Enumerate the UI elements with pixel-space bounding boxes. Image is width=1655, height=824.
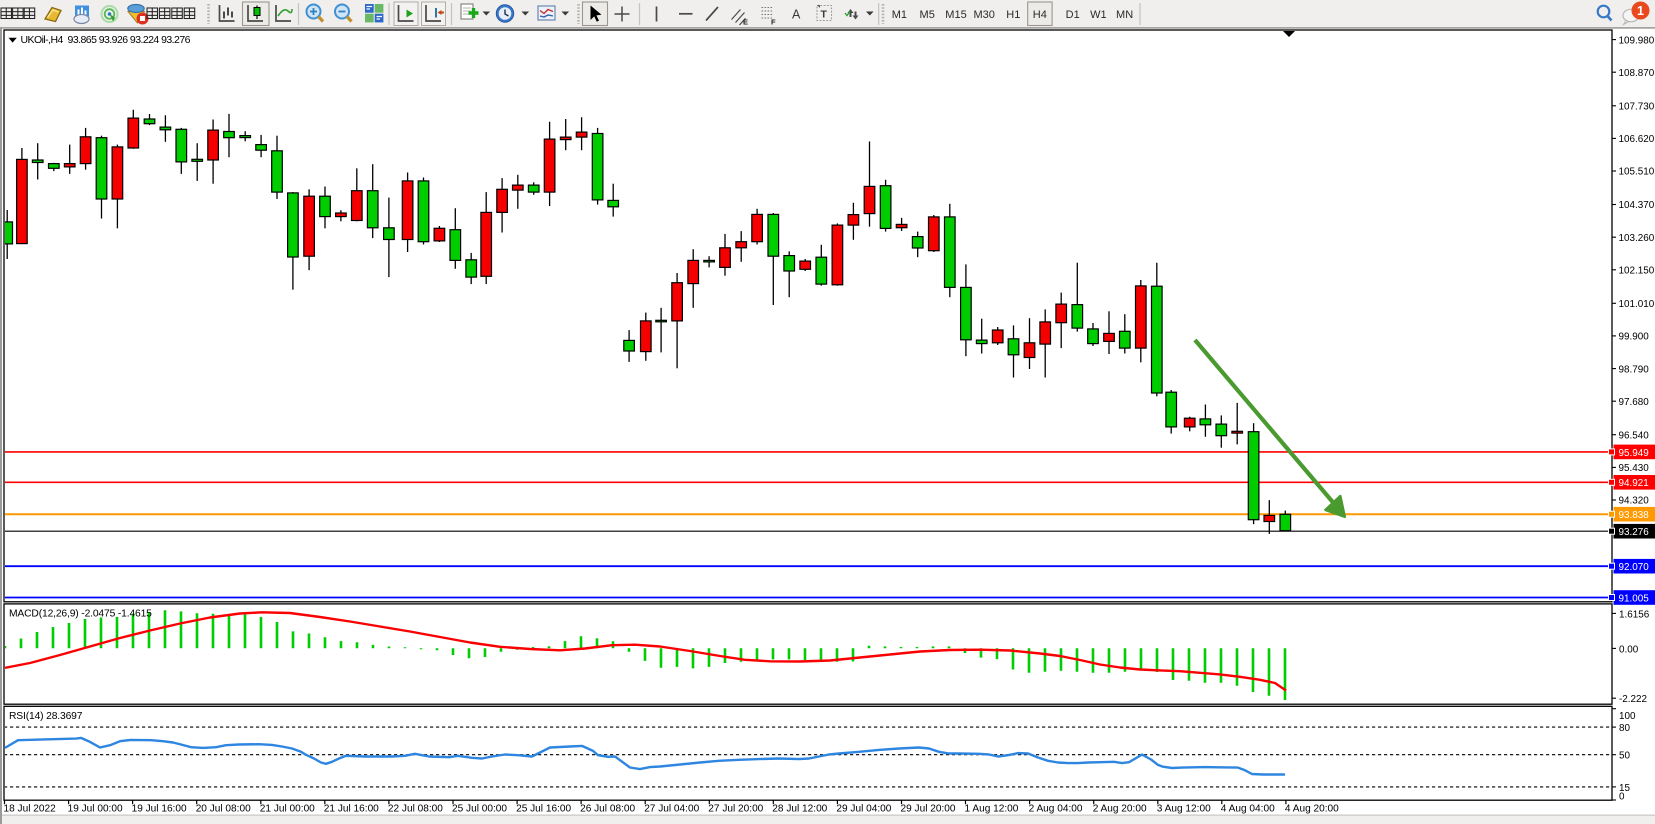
svg-text:29 Jul 20:00: 29 Jul 20:00 (901, 804, 956, 815)
svg-text:94.921: 94.921 (1619, 478, 1650, 489)
svg-text:M15: M15 (945, 9, 966, 21)
svg-text:19 Jul 00:00: 19 Jul 00:00 (68, 804, 123, 815)
svg-text:97.680: 97.680 (1619, 397, 1650, 408)
svg-text:2 Aug 20:00: 2 Aug 20:00 (1093, 804, 1147, 815)
svg-text:4 Aug 20:00: 4 Aug 20:00 (1285, 804, 1339, 815)
svg-text:MN: MN (1116, 9, 1133, 21)
svg-text:27 Jul 20:00: 27 Jul 20:00 (708, 804, 763, 815)
svg-text:UKOil-,H4 93.865 93.926 93.22: UKOil-,H4 93.865 93.926 93.224 93.276 (21, 34, 191, 46)
svg-text:M1: M1 (892, 9, 907, 21)
svg-text:27 Jul 04:00: 27 Jul 04:00 (644, 804, 699, 815)
svg-text:1 Aug 12:00: 1 Aug 12:00 (965, 804, 1019, 815)
svg-text:25 Jul 16:00: 25 Jul 16:00 (516, 804, 571, 815)
svg-text:19 Jul 16:00: 19 Jul 16:00 (132, 804, 187, 815)
svg-text:95.430: 95.430 (1619, 463, 1650, 474)
svg-text:91.005: 91.005 (1619, 593, 1650, 604)
svg-text:0: 0 (1619, 792, 1625, 803)
svg-text:28 Jul 12:00: 28 Jul 12:00 (772, 804, 827, 815)
svg-text:1.6156: 1.6156 (1619, 609, 1650, 620)
svg-text:3 Aug 12:00: 3 Aug 12:00 (1157, 804, 1211, 815)
svg-text:99.900: 99.900 (1619, 332, 1650, 343)
svg-text:2 Aug 04:00: 2 Aug 04:00 (1029, 804, 1083, 815)
svg-text:21 Jul 16:00: 21 Jul 16:00 (324, 804, 379, 815)
svg-text:0.00: 0.00 (1619, 644, 1639, 655)
svg-text:21 Jul 00:00: 21 Jul 00:00 (260, 804, 315, 815)
svg-text:4 Aug 04:00: 4 Aug 04:00 (1221, 804, 1275, 815)
svg-text:H1: H1 (1006, 9, 1020, 21)
svg-text:80: 80 (1619, 723, 1630, 734)
svg-text:102.150: 102.150 (1619, 266, 1655, 277)
svg-text:106.620: 106.620 (1619, 134, 1655, 145)
svg-text:M30: M30 (973, 9, 994, 21)
svg-text:104.370: 104.370 (1619, 200, 1655, 211)
svg-text:29 Jul 04:00: 29 Jul 04:00 (836, 804, 891, 815)
svg-text:107.730: 107.730 (1619, 102, 1655, 113)
svg-text:MACD(12,26,9) -2.0475 -1.4615: MACD(12,26,9) -2.0475 -1.4615 (9, 609, 152, 620)
svg-text:25 Jul 00:00: 25 Jul 00:00 (452, 804, 507, 815)
svg-text:93.838: 93.838 (1619, 510, 1650, 521)
svg-text:96.540: 96.540 (1619, 430, 1650, 441)
svg-text:95.949: 95.949 (1619, 448, 1650, 459)
svg-text:22 Jul 08:00: 22 Jul 08:00 (388, 804, 443, 815)
svg-text:A: A (792, 8, 801, 22)
svg-text:92.070: 92.070 (1619, 562, 1650, 573)
svg-text:105.510: 105.510 (1619, 167, 1655, 178)
svg-text:E: E (743, 18, 748, 27)
svg-text:20 Jul 08:00: 20 Jul 08:00 (196, 804, 251, 815)
svg-text:15: 15 (1619, 783, 1630, 794)
svg-text:18 Jul 2022: 18 Jul 2022 (4, 804, 57, 815)
svg-text:M5: M5 (920, 9, 935, 21)
svg-text:50: 50 (1619, 751, 1630, 762)
svg-text:W1: W1 (1090, 9, 1107, 21)
svg-text:108.870: 108.870 (1619, 68, 1655, 79)
svg-text:-2.222: -2.222 (1619, 694, 1647, 705)
svg-text:100: 100 (1619, 711, 1636, 722)
svg-text:F: F (771, 18, 776, 27)
svg-text:T: T (821, 9, 828, 21)
svg-text:H4: H4 (1033, 9, 1047, 21)
svg-text:D1: D1 (1066, 9, 1080, 21)
svg-text:109.980: 109.980 (1619, 35, 1655, 46)
svg-text:98.790: 98.790 (1619, 364, 1650, 375)
svg-text:93.276: 93.276 (1619, 527, 1650, 538)
svg-text:RSI(14) 28.3697: RSI(14) 28.3697 (9, 711, 83, 722)
svg-text:94.320: 94.320 (1619, 496, 1650, 507)
svg-text:26 Jul 08:00: 26 Jul 08:00 (580, 804, 635, 815)
svg-text:103.260: 103.260 (1619, 233, 1655, 244)
svg-text:101.010: 101.010 (1619, 299, 1655, 310)
svg-text:1: 1 (1637, 4, 1644, 18)
